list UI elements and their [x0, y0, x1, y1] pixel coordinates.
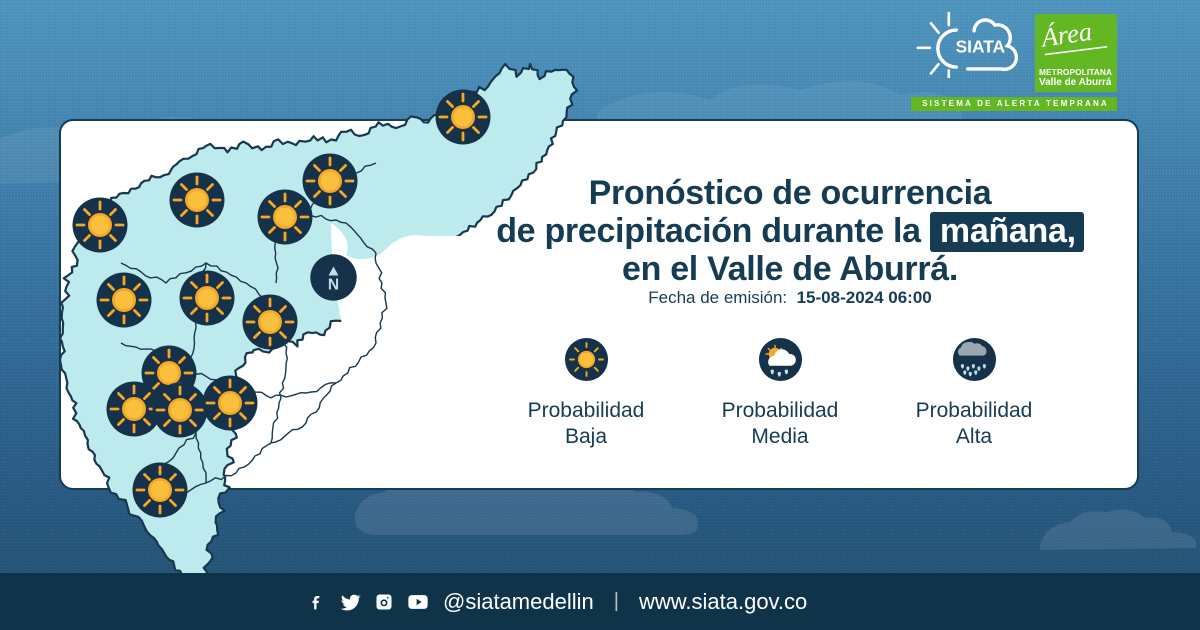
svg-text:N: N [328, 277, 339, 294]
